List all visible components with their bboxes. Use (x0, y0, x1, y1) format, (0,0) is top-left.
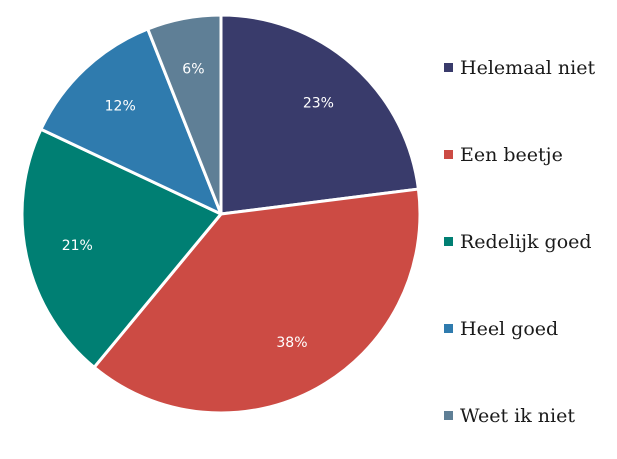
pie-data-labels: 23% 38% 21% 12% 6% (62, 61, 334, 351)
legend-swatch (444, 63, 453, 72)
legend: Helemaal niet Een beetje Redelijk goed Heel… (444, 24, 614, 459)
pie-slices (20, 13, 422, 415)
pie-slice-2 (92, 187, 422, 415)
legend-item-3: Redelijk goed (444, 198, 614, 285)
legend-item-4: Heel goed (444, 285, 614, 372)
legend-item-1: Helemaal niet (444, 24, 614, 111)
legend-label: Een beetje (460, 143, 563, 166)
data-label-3: 21% (62, 238, 93, 254)
legend-label: Helemaal niet (460, 56, 596, 79)
pie-slice-4 (39, 27, 223, 216)
legend-swatch (444, 150, 453, 159)
data-label-2: 38% (276, 335, 307, 351)
legend-label: Weet ik niet (460, 404, 575, 427)
data-label-5: 6% (182, 61, 204, 77)
data-label-1: 23% (303, 96, 334, 112)
pie-slice-1 (219, 13, 420, 216)
legend-item-2: Een beetje (444, 111, 614, 198)
legend-swatch (444, 411, 453, 420)
pie-slice-5 (146, 13, 223, 216)
pie-slice-3 (20, 127, 223, 369)
legend-label: Redelijk goed (460, 230, 592, 253)
pie-chart: 23% 38% 21% 12% 6% (20, 13, 422, 415)
data-label-4: 12% (105, 99, 136, 115)
legend-swatch (444, 324, 453, 333)
legend-item-5: Weet ik niet (444, 372, 614, 459)
legend-label: Heel goed (460, 317, 559, 340)
legend-swatch (444, 237, 453, 246)
